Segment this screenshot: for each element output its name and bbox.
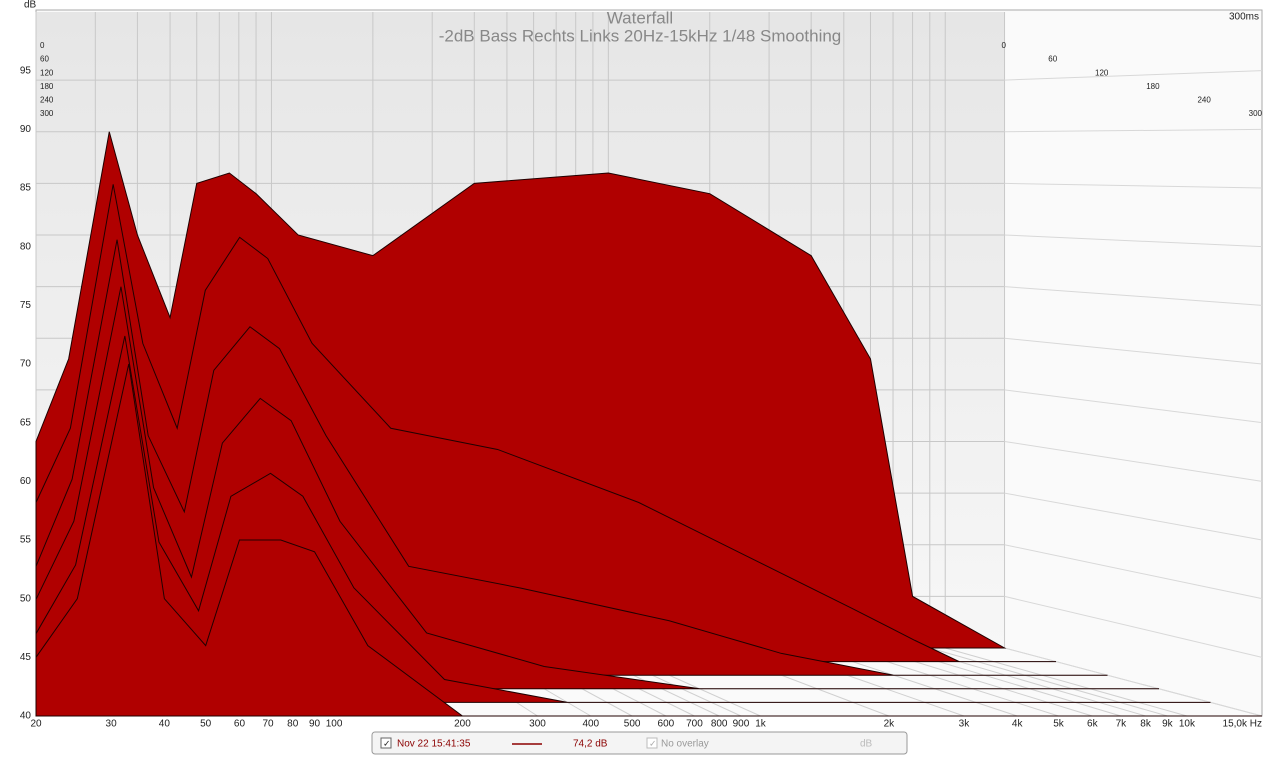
side-grid-line [1004,440,1263,482]
y-tick-label: 75 [20,300,32,311]
x-tick-label: 30 [106,719,118,730]
x-tick-label: 800 [711,719,728,730]
x-tick-label: 70 [262,719,274,730]
z-tick-label: 120 [40,68,54,77]
x-tick-label: 400 [582,719,599,730]
y-tick-label: 80 [20,241,32,252]
x-tick-label: 2k [884,719,896,730]
side-grid-line [1004,337,1263,365]
x-tick-label: 300 [529,719,546,730]
z-end-label: 300ms [1229,12,1259,23]
y-tick-label: 70 [20,359,32,370]
x-tick-label: 80 [287,719,299,730]
overlay-label: No overlay [661,739,709,750]
floor-grid-line [929,647,1168,717]
x-tick-label: 200 [454,719,471,730]
z-tick-label: 300 [1249,109,1263,118]
side-grid-line [1004,595,1263,658]
x-tick-label: 3k [959,719,971,730]
chart-subtitle: -2dB Bass Rechts Links 20Hz-15kHz 1/48 S… [439,26,842,45]
y-axis-label: dB [24,0,37,11]
overlay-checkbox[interactable] [646,737,658,749]
z-tick-label: 240 [40,96,54,105]
side-grid-line [1004,647,1263,717]
x-tick-label: 100 [326,719,343,730]
checkbox[interactable] [380,737,392,749]
x-tick-label: 700 [686,719,703,730]
z-tick-label: 0 [40,41,45,50]
x-tick-label: 6k [1087,719,1099,730]
y-tick-label: 65 [20,417,32,428]
slice-area [35,363,1262,717]
legend: ✓ Nov 22 15:41:35 74,2 dB ✓ No overlay d… [371,731,908,755]
legend-unit: dB [860,739,873,750]
z-tick-label: 300 [40,109,54,118]
x-tick-label: 600 [658,719,675,730]
check-mark: ✓ [649,738,657,748]
x-tick-label: 9k [1162,719,1174,730]
side-grid-line [1004,492,1263,541]
side-grid-line [1004,544,1263,600]
y-tick-label: 90 [20,124,32,135]
side-grid-line [1004,234,1263,248]
side-grid-line [1004,182,1263,189]
check-mark: ✓ [383,738,391,748]
x-tick-label: 60 [234,719,246,730]
y-tick-label: 85 [20,183,32,194]
side-grid-line [1004,286,1263,306]
y-tick-label: 60 [20,476,32,487]
x-tick-label: 900 [733,719,750,730]
y-tick-label: 40 [20,711,32,722]
x-tick-label: 90 [309,719,321,730]
side-grid-line [1004,70,1263,81]
x-tick-label: 4k [1012,719,1024,730]
legend-value: 74,2 dB [573,739,608,750]
legend-label: Nov 22 15:41:35 [397,739,471,750]
z-tick-label: 180 [40,82,54,91]
x-tick-label: 5k [1053,719,1065,730]
legend-box [371,731,908,755]
side-grid-line [1004,128,1263,133]
side-grid-line [1004,389,1263,424]
x-tick-label: 1k [755,719,767,730]
z-tick-label: 120 [1095,68,1109,77]
y-tick-label: 55 [20,535,32,546]
y-tick-label: 50 [20,593,32,604]
x-tick-label: 10k [1179,719,1196,730]
x-tick-label: 20 [30,719,42,730]
z-tick-label: 180 [1146,82,1160,91]
x-tick-label: 7k [1116,719,1128,730]
x-tick-label: 500 [624,719,641,730]
x-tick-label: 40 [159,719,171,730]
x-tick-label: 15,0k Hz [1223,719,1262,730]
x-tick-label: 50 [200,719,212,730]
z-tick-label: 240 [1197,96,1211,105]
chart-title: Waterfall [607,8,673,27]
floor-grid-line [945,647,1188,717]
z-tick-label: 0 [1002,41,1007,50]
x-tick-label: 8k [1140,719,1152,730]
z-tick-label: 60 [1048,55,1057,64]
y-tick-label: 95 [20,65,32,76]
z-tick-label: 60 [40,55,49,64]
y-tick-label: 45 [20,652,32,663]
